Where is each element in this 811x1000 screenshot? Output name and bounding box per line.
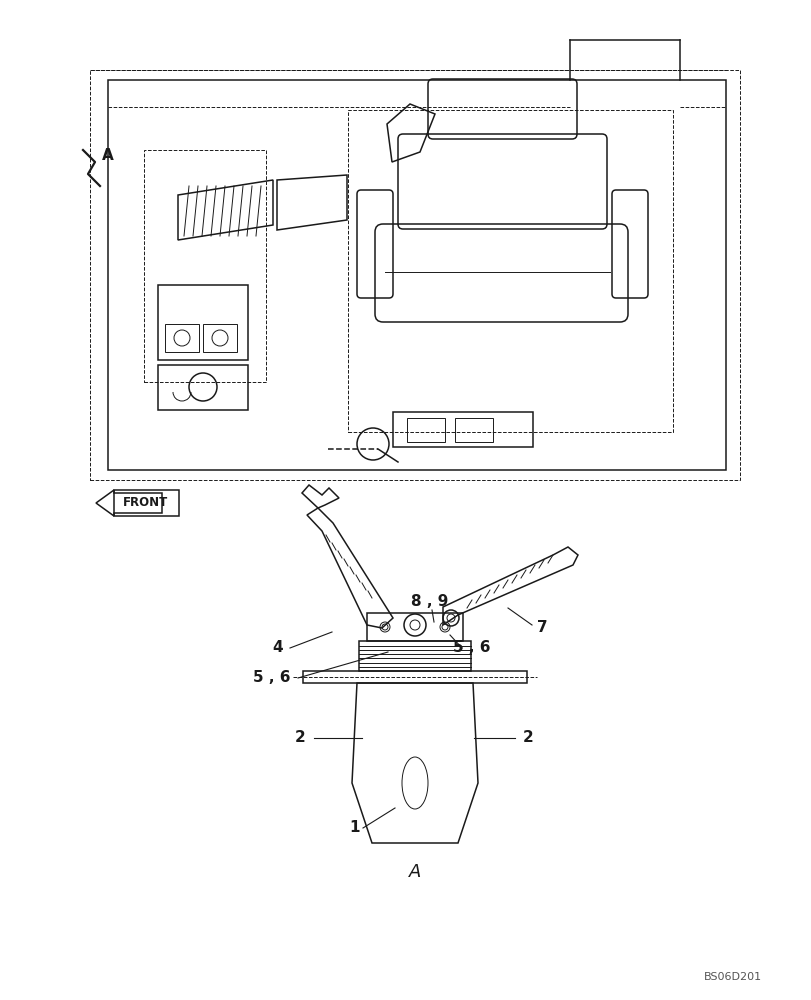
Text: 1: 1	[350, 820, 360, 835]
Bar	[158, 365, 247, 410]
Text: 8 , 9: 8 , 9	[411, 594, 448, 609]
Bar	[90, 70, 739, 480]
Bar	[348, 110, 672, 432]
Text: 2: 2	[294, 730, 305, 745]
Bar	[454, 418, 492, 442]
Text: BS06D201: BS06D201	[703, 972, 761, 982]
Text: A: A	[102, 148, 114, 163]
Bar	[158, 285, 247, 360]
Bar	[393, 412, 532, 447]
Text: 4: 4	[272, 640, 283, 656]
Text: 7: 7	[536, 620, 547, 636]
Text: 5 , 6: 5 , 6	[253, 670, 290, 686]
Bar	[165, 324, 199, 352]
Bar	[367, 613, 462, 641]
Bar	[203, 324, 237, 352]
Bar	[114, 490, 178, 516]
Bar	[108, 80, 725, 470]
Bar	[406, 418, 444, 442]
Bar	[144, 150, 266, 382]
Bar	[358, 641, 470, 671]
Text: 2: 2	[522, 730, 533, 745]
Text: A: A	[408, 863, 421, 881]
Text: FRONT: FRONT	[123, 496, 169, 510]
Bar	[303, 671, 526, 683]
Text: 5 , 6: 5 , 6	[453, 640, 490, 656]
